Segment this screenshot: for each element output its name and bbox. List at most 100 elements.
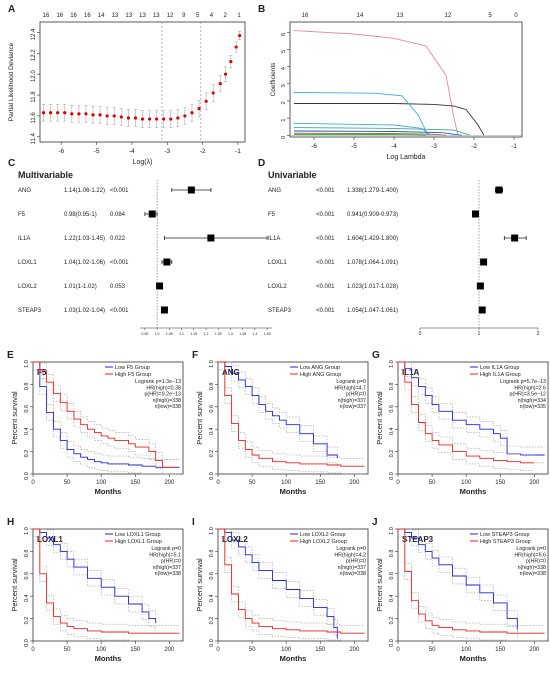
- panel-a-point: [197, 107, 201, 111]
- forest-col-1: 1.03(1.02-1.04): [64, 308, 105, 314]
- km-y-tick-label: 0.8: [209, 383, 215, 391]
- panel-letter-c: C: [8, 158, 15, 169]
- forest-x-tick-label: 1.4: [252, 332, 257, 336]
- forest-col-2: <0.001: [110, 308, 129, 314]
- km-y-tick-label: 1.0: [24, 360, 30, 368]
- km-legend-high-label: High F5 Group: [115, 372, 151, 378]
- panel-a-point: [229, 60, 233, 64]
- forest-x-tick-label: 2: [537, 331, 540, 337]
- km-legend-low-label: Low LOXL1 Group: [115, 532, 161, 538]
- km-ci-low: [398, 361, 545, 448]
- forest-gene-label: IL1A: [18, 236, 30, 242]
- km-ci-low: [218, 536, 338, 641]
- km-legend-high-label: High LOXL2 Group: [300, 539, 347, 545]
- forest-col-2: 0.084: [110, 212, 126, 218]
- km-curve-high: [33, 361, 177, 468]
- km-ci-low: [33, 528, 156, 616]
- km-y-tick-label: 0.4: [24, 427, 30, 435]
- km-y-tick-label: 0.2: [209, 617, 215, 625]
- forest-col-1: 1.04(1.02-1.06): [64, 260, 105, 266]
- panel-letter-g: G: [372, 350, 380, 361]
- km-xlabel: Months: [95, 487, 122, 496]
- panel-b-coef-path: [293, 133, 427, 136]
- panel-a-point: [63, 111, 67, 115]
- km-x-tick-label: 0: [216, 480, 220, 486]
- panel-a-point: [218, 81, 222, 86]
- km-x-tick-label: 0: [31, 647, 35, 653]
- panel-a-point: [190, 111, 194, 115]
- km-stat-line: Logrank p=5.7e−13: [500, 379, 546, 385]
- km-y-tick-label: 0.4: [389, 427, 395, 435]
- panel-b-y-tick-label: 1: [281, 119, 287, 122]
- km-ci-low: [33, 369, 180, 475]
- km-curve-high: [218, 528, 365, 634]
- forest-gene-label: F5: [268, 212, 276, 218]
- panel-b-coef-path: [293, 132, 447, 136]
- km-curve-low: [218, 361, 338, 459]
- panel-a-y-tick-label: 11.6: [31, 112, 37, 124]
- km-stat-line: Logrank p=0: [151, 546, 181, 552]
- km-gene-title: LOXL1: [37, 535, 63, 544]
- panel-a-point: [105, 114, 109, 118]
- km-legend-low-label: Low F5 Group: [115, 365, 150, 371]
- km-x-tick-label: 100: [461, 480, 472, 486]
- km-ci-low: [218, 369, 338, 467]
- forest-d-title: Univariable: [268, 170, 317, 180]
- forest-x-tick-label: 1.05: [166, 332, 173, 336]
- km-y-tick-label: 0.2: [389, 450, 395, 458]
- panel-a-x-tick-label: -5: [94, 148, 100, 155]
- km-x-tick-label: 200: [349, 647, 360, 653]
- panel-a-y-tick-label: 12.0: [31, 70, 37, 82]
- km-y-tick-label: 1.0: [209, 360, 215, 368]
- forest-hr-box: [207, 234, 215, 242]
- km-x-tick-label: 200: [349, 480, 360, 486]
- forest-hr-box: [163, 258, 171, 266]
- km-x-tick-label: 0: [216, 647, 220, 653]
- panel-b-x-tick-label: -6: [311, 143, 317, 150]
- forest-gene-label: LOXL1: [18, 260, 37, 266]
- forest-gene-label: LOXL2: [268, 284, 287, 290]
- km-x-tick-label: 50: [429, 647, 436, 653]
- km-stat-line: n(low)=338: [155, 571, 181, 577]
- panel-a-x-tick-label: -6: [58, 148, 64, 155]
- forest-hr-box: [476, 282, 484, 290]
- km-ylabel: Percent survival: [195, 391, 204, 445]
- km-y-tick-label: 0.8: [209, 550, 215, 558]
- panel-b-xlabel: Log Lambda: [387, 154, 426, 161]
- km-ci-high: [33, 369, 177, 475]
- panel-b-top-label: 0: [514, 13, 518, 19]
- forest-hr-box: [187, 186, 195, 194]
- forest-gene-label: LOXL2: [18, 284, 37, 290]
- panel-letter-a: A: [8, 4, 15, 15]
- panel-b-frame: [289, 21, 523, 138]
- panel-a-top-label: 5: [196, 13, 200, 19]
- km-stat-line: n(low)=338: [520, 571, 546, 577]
- km-stat-line: HR(high)=5.1: [149, 552, 181, 558]
- panel-a-top-label: 13: [153, 13, 160, 19]
- panel-b-coef-path: [293, 91, 429, 136]
- km-frame: [397, 361, 549, 475]
- km-stat-line: n(high)=337: [338, 565, 366, 571]
- panel-a-top-label: 16: [84, 13, 91, 19]
- km-stat-line: HR(high)=2.6: [514, 385, 546, 391]
- km-y-tick-label: 1.0: [389, 360, 395, 368]
- panel-a-point: [234, 45, 238, 49]
- km-y-tick-label: 0.0: [24, 639, 30, 647]
- forest-col-1: <0.001: [316, 308, 335, 314]
- panel-letter-e: E: [7, 350, 14, 361]
- km-ylabel: Percent survival: [10, 558, 19, 612]
- panel-letter-j: J: [372, 517, 378, 528]
- forest-col-2: 1.054(1.047-1.061): [347, 308, 398, 314]
- panel-a-top-label: 16: [56, 13, 63, 19]
- km-ci-high: [398, 361, 535, 456]
- km-ci-high: [218, 528, 365, 626]
- km-x-tick-label: 150: [315, 647, 326, 653]
- forest-hr-box: [156, 282, 164, 290]
- panel-a-point: [98, 113, 102, 117]
- km-frame: [217, 361, 369, 475]
- panel-a-ylabel: Partial Likelihood Deviance: [8, 42, 15, 121]
- km-legend-low-label: Low STEAP3 Group: [480, 532, 530, 538]
- km-ci-high: [33, 361, 177, 460]
- km-stat-line: HR(high)=4.2: [334, 552, 366, 558]
- panel-a-top-label: 14: [98, 13, 105, 19]
